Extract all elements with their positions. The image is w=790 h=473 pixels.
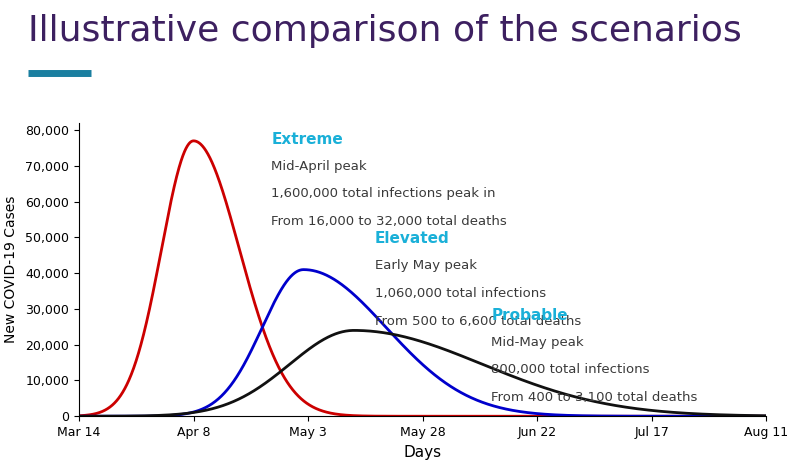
Text: From 16,000 to 32,000 total deaths: From 16,000 to 32,000 total deaths [272, 215, 507, 228]
Text: Elevated: Elevated [374, 231, 450, 246]
Text: Extreme: Extreme [272, 132, 343, 147]
X-axis label: Days: Days [404, 445, 442, 459]
Text: Illustrative comparison of the scenarios: Illustrative comparison of the scenarios [28, 14, 741, 48]
Text: 1,600,000 total infections peak in: 1,600,000 total infections peak in [272, 187, 496, 201]
Text: Mid-April peak: Mid-April peak [272, 160, 367, 173]
Text: From 500 to 6,600 total deaths: From 500 to 6,600 total deaths [374, 315, 581, 328]
Text: Probable: Probable [491, 308, 568, 323]
Y-axis label: New COVID-19 Cases: New COVID-19 Cases [4, 196, 18, 343]
Text: Mid-May peak: Mid-May peak [491, 336, 584, 349]
Text: 1,060,000 total infections: 1,060,000 total infections [374, 287, 546, 300]
Text: Early May peak: Early May peak [374, 259, 476, 272]
Text: From 400 to 3,100 total deaths: From 400 to 3,100 total deaths [491, 391, 698, 404]
Text: 800,000 total infections: 800,000 total infections [491, 363, 650, 377]
